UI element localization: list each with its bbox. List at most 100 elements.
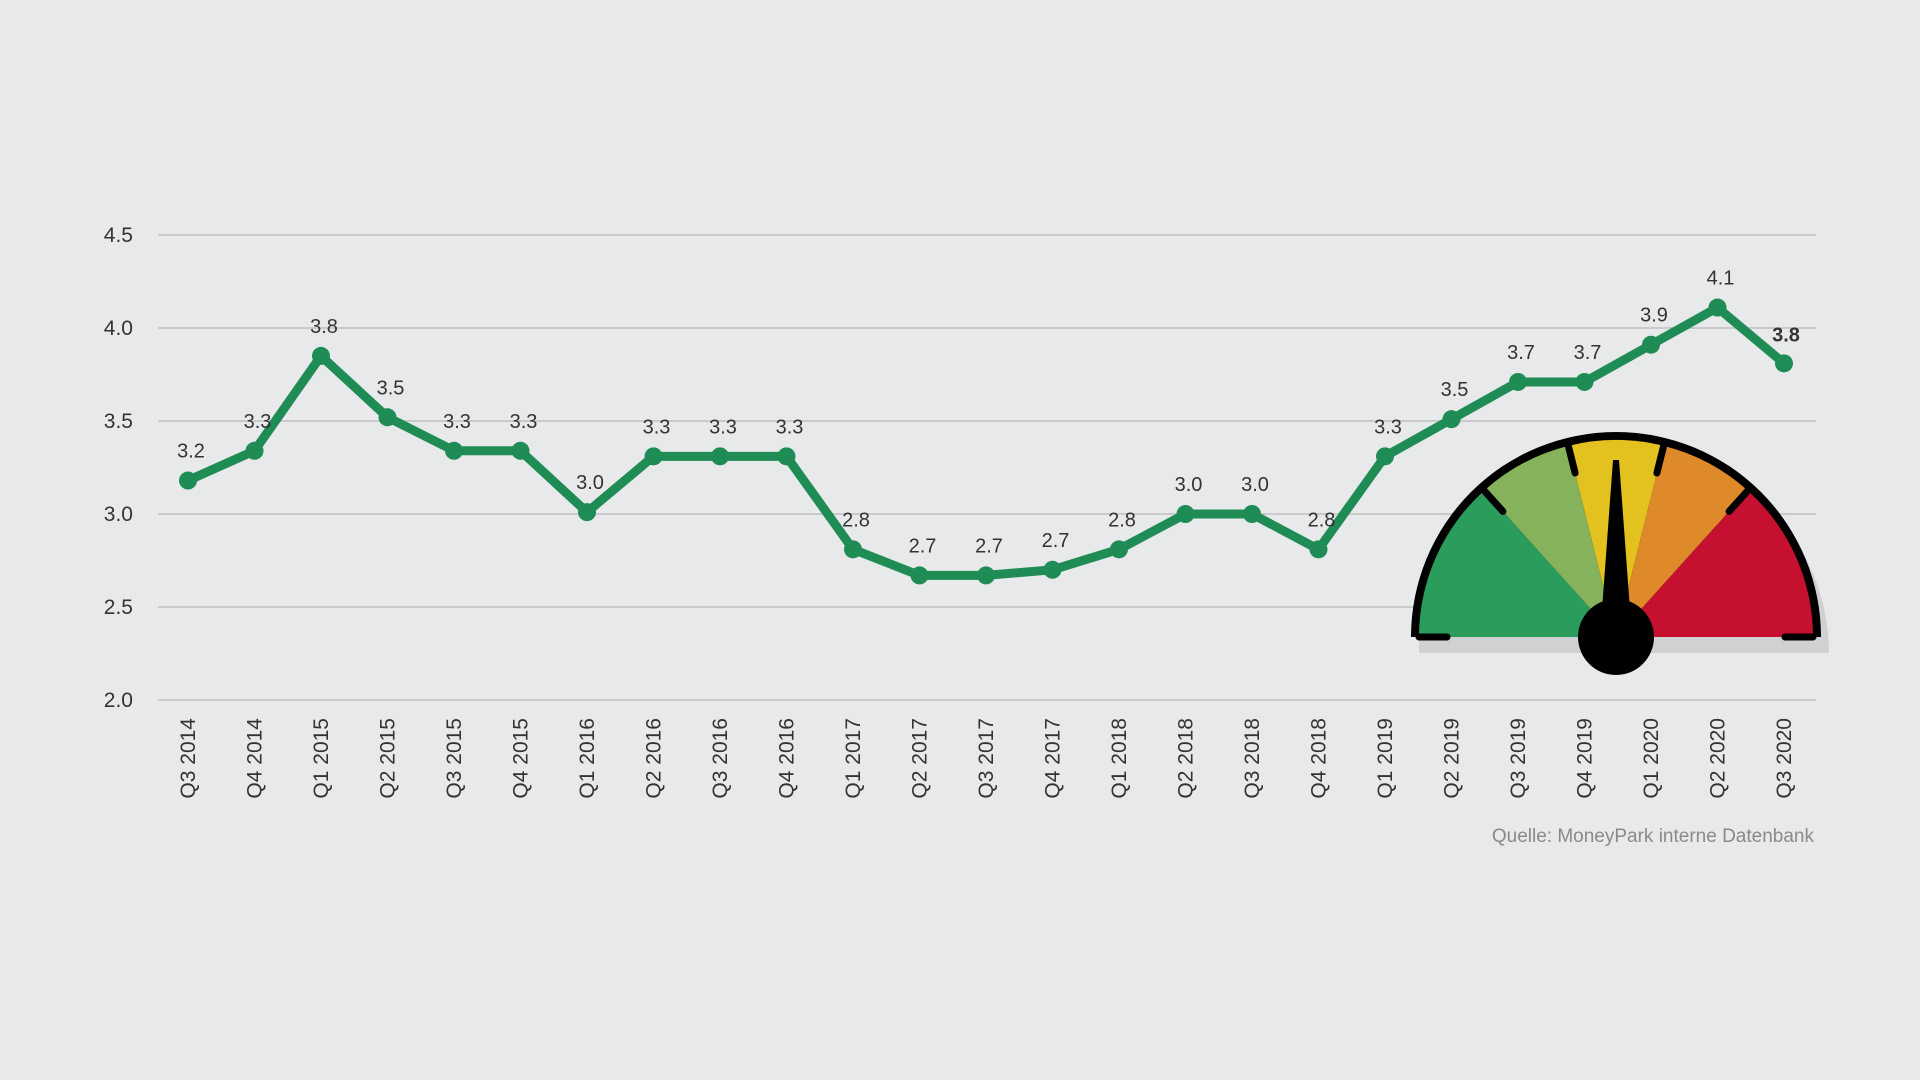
data-point — [1043, 560, 1062, 579]
x-axis-ticks: Q3 2014 Q4 2014 Q1 2015 Q2 2015 Q3 2015 Q4 20… — [177, 718, 1796, 799]
data-point — [844, 540, 862, 559]
x-tick-label: Q3 2020 — [1773, 718, 1796, 799]
data-point — [711, 447, 729, 466]
x-tick-label: Q4 2019 — [1574, 718, 1597, 799]
data-point — [1309, 540, 1328, 559]
x-tick-label: Q4 2018 — [1308, 718, 1331, 799]
data-point — [1575, 372, 1594, 391]
x-tick-label: Q1 2019 — [1374, 718, 1397, 799]
data-label: 3.8 — [1772, 324, 1800, 346]
gauge-segment — [1616, 445, 1748, 637]
y-tick-label: 4.5 — [104, 224, 133, 247]
x-tick-label: Q4 2017 — [1042, 718, 1065, 799]
data-point — [1509, 372, 1527, 391]
x-tick-label: Q3 2019 — [1507, 718, 1530, 799]
data-label: 3.5 — [1441, 379, 1469, 401]
data-point — [312, 346, 330, 365]
data-point — [1176, 505, 1195, 523]
x-tick-label: Q2 2017 — [909, 718, 932, 799]
data-point — [179, 471, 197, 490]
data-point — [1642, 335, 1660, 354]
gauge-tick — [1564, 442, 1579, 477]
data-label: 3.3 — [776, 416, 804, 438]
data-point — [1775, 354, 1793, 373]
data-point — [378, 408, 397, 427]
data-label: 3.9 — [1640, 305, 1668, 327]
x-tick-label: Q2 2016 — [643, 718, 666, 799]
data-label: 4.1 — [1707, 268, 1735, 290]
data-label: 3.3 — [709, 416, 737, 438]
data-label: 3.3 — [510, 411, 538, 433]
x-tick-label: Q4 2014 — [244, 718, 267, 799]
data-point — [245, 441, 264, 460]
data-point — [578, 503, 596, 522]
speedometer-gauge-icon — [1411, 432, 1829, 675]
data-label: 3.0 — [576, 472, 604, 494]
data-label: 3.0 — [1175, 474, 1203, 496]
data-label: 2.7 — [1042, 530, 1070, 552]
data-label: 2.8 — [1108, 509, 1136, 531]
data-label: 3.8 — [310, 316, 338, 338]
x-tick-label: Q1 2017 — [842, 718, 865, 799]
data-label: 3.3 — [244, 411, 272, 433]
data-label: 2.8 — [842, 509, 870, 531]
gauge-tick — [1653, 442, 1668, 477]
data-point — [1708, 298, 1727, 317]
y-tick-label: 3.5 — [104, 410, 133, 433]
data-point — [910, 566, 929, 585]
data-label: 3.7 — [1574, 342, 1602, 364]
x-tick-label: Q3 2015 — [443, 718, 466, 799]
data-point — [1243, 505, 1261, 523]
x-tick-label: Q2 2019 — [1441, 718, 1464, 799]
data-label: 2.7 — [909, 535, 937, 557]
grid-lines — [158, 234, 1816, 701]
x-tick-label: Q1 2016 — [576, 718, 599, 799]
data-point — [644, 447, 663, 466]
data-point — [1376, 447, 1394, 466]
x-tick-label: Q3 2016 — [709, 718, 732, 799]
data-point — [511, 441, 530, 460]
data-point — [445, 441, 463, 460]
gauge-tick — [1725, 487, 1752, 515]
data-label: 3.0 — [1241, 474, 1269, 496]
data-label: 3.3 — [643, 416, 671, 438]
data-points — [179, 298, 1793, 585]
data-label: 3.5 — [377, 377, 405, 399]
gauge-segment — [1419, 490, 1616, 637]
data-label: 2.8 — [1308, 509, 1336, 531]
gauge-hub — [1578, 599, 1654, 675]
y-axis-ticks: 2.0 2.5 3.0 3.5 4.0 4.5 — [104, 224, 133, 712]
x-tick-label: Q3 2014 — [177, 718, 200, 799]
data-label: 3.2 — [177, 441, 205, 463]
data-point — [777, 447, 796, 466]
y-tick-label: 4.0 — [104, 317, 133, 340]
y-tick-label: 2.5 — [104, 596, 133, 619]
x-tick-label: Q2 2015 — [377, 718, 400, 799]
x-tick-label: Q4 2015 — [510, 718, 533, 799]
data-point — [977, 566, 995, 585]
y-tick-label: 3.0 — [104, 503, 133, 526]
data-label: 2.7 — [975, 535, 1003, 557]
gauge-tick — [1480, 487, 1507, 515]
data-point — [1110, 540, 1128, 559]
gauge-segment — [1616, 490, 1813, 637]
gauge-segment — [1484, 445, 1616, 637]
data-label: 3.7 — [1507, 342, 1535, 364]
x-tick-label: Q2 2020 — [1707, 718, 1730, 799]
data-labels: 3.2 3.3 3.8 3.5 3.3 3.3 3.0 3.3 3.3 3.3 2.8 2.7 2.7 2… — [177, 268, 1800, 558]
x-tick-label: Q1 2020 — [1640, 718, 1663, 799]
y-tick-label: 2.0 — [104, 689, 133, 712]
data-point — [1442, 410, 1461, 429]
x-tick-label: Q3 2017 — [975, 718, 998, 799]
x-tick-label: Q1 2018 — [1108, 718, 1131, 799]
source-note: Quelle: MoneyPark interne Datenbank — [1491, 826, 1814, 847]
gauge-needle — [1600, 460, 1632, 637]
data-label: 3.3 — [443, 411, 471, 433]
x-tick-label: Q4 2016 — [776, 718, 799, 799]
x-tick-label: Q3 2018 — [1241, 718, 1264, 799]
x-tick-label: Q2 2018 — [1175, 718, 1198, 799]
x-tick-label: Q1 2015 — [310, 718, 333, 799]
data-label: 3.3 — [1374, 416, 1402, 438]
